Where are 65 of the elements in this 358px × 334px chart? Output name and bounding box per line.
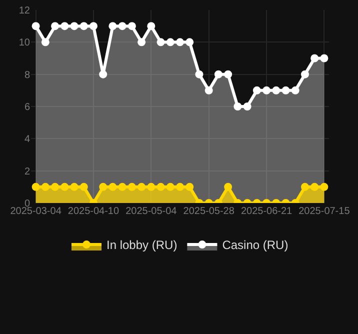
point bbox=[99, 182, 108, 191]
point bbox=[118, 22, 126, 30]
point bbox=[252, 86, 261, 94]
point bbox=[186, 38, 194, 46]
point bbox=[128, 22, 136, 30]
point bbox=[166, 182, 174, 191]
point bbox=[156, 182, 165, 191]
point bbox=[186, 182, 194, 191]
point bbox=[300, 182, 309, 191]
point bbox=[204, 86, 213, 94]
y-tick-label: 10 bbox=[18, 38, 30, 49]
point bbox=[272, 86, 280, 94]
point bbox=[108, 182, 117, 191]
point bbox=[320, 54, 328, 62]
y-tick-label: 6 bbox=[24, 102, 30, 113]
point bbox=[243, 102, 252, 110]
point bbox=[128, 182, 136, 191]
point bbox=[282, 86, 290, 94]
point bbox=[41, 38, 50, 46]
point bbox=[234, 102, 242, 110]
point bbox=[224, 182, 232, 191]
point bbox=[60, 182, 69, 191]
x-tick-label: 2025-04-10 bbox=[68, 206, 120, 217]
x-tick-label: 2025-05-04 bbox=[126, 206, 178, 217]
point bbox=[320, 182, 328, 191]
point bbox=[51, 182, 60, 191]
point bbox=[138, 182, 146, 191]
point bbox=[176, 182, 184, 191]
point bbox=[310, 182, 319, 191]
point bbox=[80, 182, 88, 191]
point bbox=[195, 70, 204, 78]
point bbox=[166, 38, 174, 46]
point bbox=[300, 70, 309, 78]
point bbox=[108, 22, 117, 30]
y-tick-label: 8 bbox=[24, 70, 30, 81]
point bbox=[138, 38, 146, 46]
point bbox=[214, 70, 222, 78]
y-tick-label: 12 bbox=[18, 6, 30, 16]
x-tick-label: 2025-05-28 bbox=[183, 206, 235, 217]
point bbox=[224, 70, 232, 78]
point bbox=[147, 22, 156, 30]
y-tick-label: 4 bbox=[24, 134, 30, 146]
point bbox=[80, 22, 88, 30]
point bbox=[41, 182, 50, 191]
point bbox=[60, 22, 69, 30]
point bbox=[70, 182, 78, 191]
point bbox=[310, 54, 319, 62]
y-tick-label: 2 bbox=[24, 166, 30, 178]
legend-label: In lobby (RU) bbox=[106, 238, 178, 252]
point bbox=[156, 38, 165, 46]
point bbox=[51, 22, 60, 30]
point bbox=[32, 22, 40, 30]
point bbox=[89, 22, 98, 30]
point bbox=[118, 182, 126, 191]
point bbox=[99, 70, 108, 78]
legend-label: Casino (RU) bbox=[222, 238, 288, 252]
point bbox=[291, 86, 300, 94]
x-tick-label: 2025-03-04 bbox=[10, 206, 62, 217]
point bbox=[70, 22, 78, 30]
x-tick-label: 2025-06-21 bbox=[240, 206, 293, 217]
point bbox=[147, 182, 156, 191]
point bbox=[32, 182, 40, 191]
point bbox=[262, 86, 271, 94]
x-tick-label: 2025-07-15 bbox=[298, 206, 350, 217]
point bbox=[176, 38, 184, 46]
